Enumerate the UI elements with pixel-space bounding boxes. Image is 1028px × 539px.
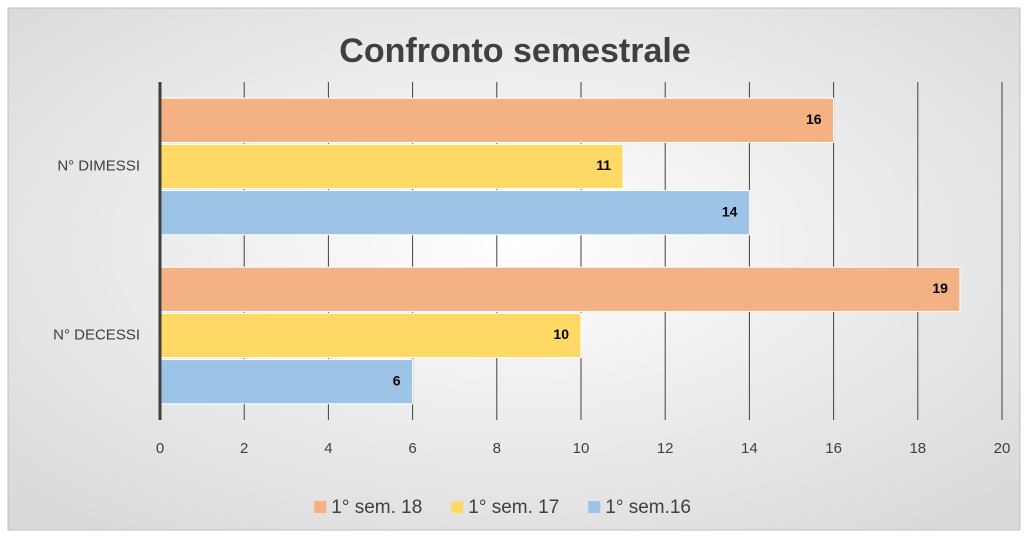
data-label: 16 <box>806 111 822 127</box>
x-tick-label: 4 <box>324 440 332 457</box>
x-tick-label: 10 <box>573 440 590 457</box>
bar <box>159 266 961 312</box>
legend-label: 1° sem. 17 <box>468 497 559 518</box>
legend-swatch <box>588 501 601 513</box>
data-label: 11 <box>596 157 611 173</box>
chart-title: Confronto semestrale <box>339 32 690 70</box>
x-tick-label: 18 <box>909 440 926 457</box>
x-tick-label: 16 <box>825 440 842 457</box>
legend-label: 1° sem.16 <box>605 497 691 518</box>
bar <box>159 143 624 190</box>
bar <box>159 312 582 359</box>
bar <box>159 359 414 405</box>
x-tick-label: 0 <box>156 440 164 457</box>
x-tick-label: 20 <box>994 440 1011 457</box>
y-tick-label: N° DECESSI <box>53 326 140 343</box>
legend-swatch <box>451 501 464 513</box>
x-tick-label: 2 <box>240 440 248 457</box>
x-tick-label: 6 <box>408 440 416 457</box>
x-tick-label: 8 <box>493 440 501 457</box>
y-tick-label: N° DIMESSI <box>57 157 140 174</box>
data-label: 10 <box>553 326 569 342</box>
bar <box>159 190 750 236</box>
x-tick-label: 14 <box>741 440 758 457</box>
legend-swatch <box>314 501 327 513</box>
x-tick-label: 12 <box>657 440 674 457</box>
data-label: 6 <box>393 372 401 388</box>
data-label: 19 <box>932 280 948 296</box>
data-label: 14 <box>722 203 738 219</box>
bar <box>159 97 835 143</box>
legend-label: 1° sem. 18 <box>331 497 422 518</box>
